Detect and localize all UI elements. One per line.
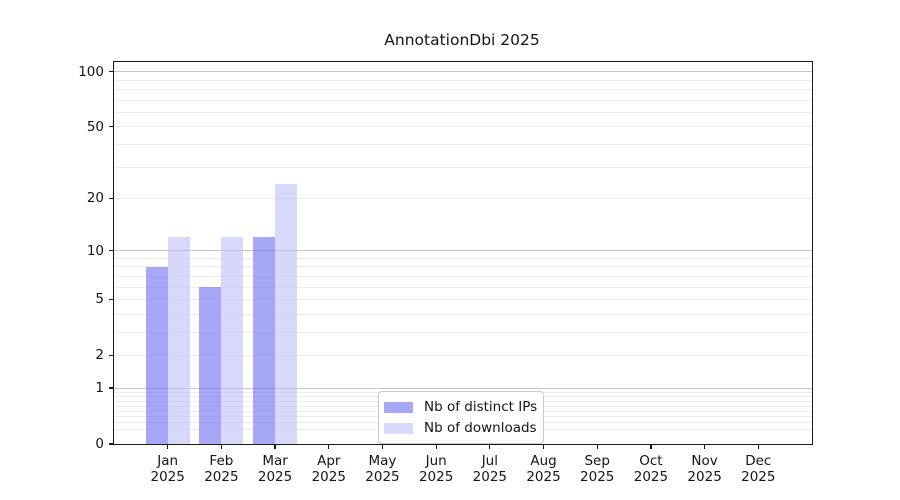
x-tick-month: Dec	[745, 453, 772, 469]
grid-line-minor	[114, 99, 812, 101]
x-tick-year: 2025	[257, 469, 293, 485]
x-tick	[596, 445, 598, 449]
x-tick-year: 2025	[687, 469, 722, 485]
x-tick-year: 2025	[633, 469, 669, 485]
y-tick	[109, 298, 113, 301]
grid-line-major	[114, 71, 812, 73]
grid-line-minor	[114, 166, 812, 168]
x-tick	[220, 445, 222, 449]
legend-swatch-downloads	[384, 422, 413, 434]
x-tick-month: Oct	[639, 453, 663, 469]
x-tick-month: Aug	[530, 453, 557, 469]
grid-line-minor	[114, 111, 812, 113]
grid-line-minor	[114, 266, 812, 268]
grid-line-minor	[114, 286, 812, 288]
x-tick	[328, 445, 330, 449]
legend-item-distinct-ips: Nb of distinct IPs	[384, 399, 537, 415]
x-tick	[542, 445, 545, 449]
x-tick-year: 2025	[526, 469, 561, 485]
bar-distinct-ips-feb	[199, 287, 222, 444]
x-tick-label: Apr 2025	[297, 453, 361, 485]
bar-downloads-mar	[275, 184, 298, 444]
bar-downloads-feb	[221, 237, 244, 444]
grid-line-minor	[114, 331, 812, 333]
legend-label-distinct-ips: Nb of distinct IPs	[424, 399, 538, 415]
y-tick-label: 0	[95, 436, 104, 452]
x-tick-year: 2025	[204, 469, 239, 485]
x-tick	[435, 445, 437, 449]
x-tick-label: Jan 2025	[136, 453, 200, 485]
bar-distinct-ips-mar	[253, 237, 276, 444]
x-tick-month: Apr	[317, 453, 341, 469]
y-tick	[109, 387, 113, 389]
x-tick-label: Feb 2025	[189, 453, 253, 485]
y-tick	[109, 443, 113, 445]
y-tick	[109, 197, 113, 200]
legend-item-downloads: Nb of downloads	[384, 420, 537, 436]
y-tick-label: 20	[86, 190, 104, 207]
x-tick-month: Mar	[262, 453, 288, 469]
x-tick-label: Jul 2025	[458, 453, 522, 485]
x-tick-label: Dec 2025	[726, 453, 790, 485]
x-tick	[704, 445, 706, 449]
x-tick-year: 2025	[472, 469, 508, 485]
x-tick	[757, 445, 759, 449]
x-tick-label: Aug 2025	[512, 453, 576, 485]
x-tick-month: Feb	[209, 453, 234, 469]
x-tick-label: Nov 2025	[673, 453, 737, 485]
grid-line-minor	[114, 197, 812, 199]
y-tick	[109, 71, 113, 73]
grid-line-minor	[114, 298, 812, 300]
y-tick	[109, 126, 113, 128]
legend: Nb of distinct IPs Nb of downloads	[378, 391, 544, 444]
x-tick-month: Sep	[584, 453, 610, 469]
legend-label-downloads: Nb of downloads	[424, 420, 537, 436]
x-tick-month: Jan	[157, 453, 179, 469]
x-tick-month: Jul	[481, 453, 498, 469]
x-tick-year: 2025	[311, 469, 346, 485]
grid-line-minor	[114, 257, 812, 259]
bar-downloads-jan	[167, 237, 190, 444]
y-tick-label: 50	[86, 118, 104, 135]
plot-area: Jan 2025 Feb 2025 Mar 2025 Apr 2025 May 2025 Jun 20…	[78, 61, 813, 485]
grid-line-minor	[114, 126, 812, 128]
x-tick	[381, 445, 384, 449]
legend-swatch-distinct-ips	[384, 401, 413, 413]
grid-line-minor	[114, 354, 812, 356]
x-tick	[274, 445, 276, 449]
x-tick-label: Mar 2025	[243, 453, 307, 485]
bar-distinct-ips-jan	[145, 266, 168, 444]
x-tick-month: May	[368, 453, 397, 469]
x-tick	[489, 445, 491, 449]
x-tick-label: Jun 2025	[404, 453, 468, 485]
x-tick-year: 2025	[150, 469, 185, 485]
y-tick-label: 1	[95, 380, 104, 397]
grid-line-major	[114, 387, 812, 389]
x-tick-year: 2025	[580, 469, 615, 485]
grid-line-minor	[114, 143, 812, 145]
grid-line-minor	[114, 275, 812, 277]
x-tick-year: 2025	[418, 469, 454, 485]
grid-line-minor	[114, 79, 812, 81]
y-tick	[109, 249, 113, 252]
x-tick-label: Oct 2025	[619, 453, 683, 485]
x-tick-month: Jun	[425, 453, 447, 469]
x-tick	[650, 445, 652, 449]
grid-line-minor	[114, 89, 812, 91]
y-tick-label: 10	[86, 242, 104, 259]
y-tick	[109, 354, 113, 356]
y-tick-label: 2	[95, 347, 104, 364]
y-tick-label: 5	[95, 291, 104, 308]
y-tick-label: 100	[78, 63, 104, 80]
chart-title: AnnotationDbi 2025	[384, 31, 540, 49]
x-tick-month: Nov	[691, 453, 718, 469]
grid-line-major	[114, 250, 812, 252]
x-tick-year: 2025	[365, 469, 400, 485]
grid-line-minor	[114, 313, 812, 315]
x-tick	[167, 445, 169, 449]
x-tick-label: May 2025	[350, 453, 414, 485]
x-tick-year: 2025	[741, 469, 776, 485]
x-tick-label: Sep 2025	[565, 453, 629, 485]
